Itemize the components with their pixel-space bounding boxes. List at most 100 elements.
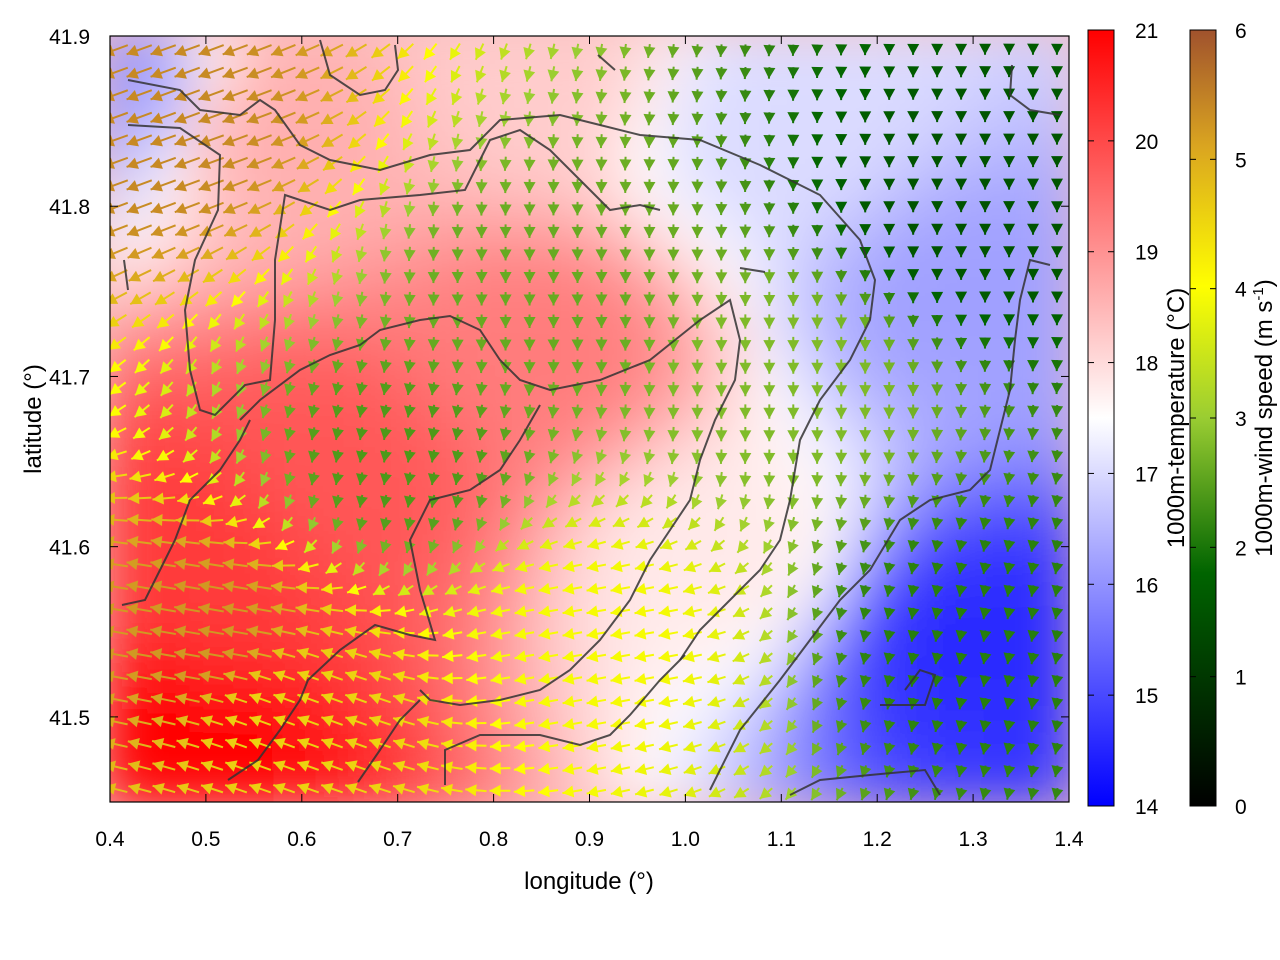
wind-arrow-head xyxy=(835,317,848,329)
wind-arrow-head xyxy=(258,495,270,509)
wind-arrow-head xyxy=(595,204,608,216)
wind-arrow-head xyxy=(707,583,721,595)
wind-arrow-head xyxy=(308,428,320,441)
wind-arrow-head xyxy=(739,452,752,464)
wind-arrow-head xyxy=(907,201,920,213)
wind-arrow-head xyxy=(859,518,872,531)
wind-arrow-head xyxy=(222,112,235,124)
wind-arrow-head xyxy=(475,92,487,105)
wind-arrow-head xyxy=(643,339,656,351)
wind-arrow-head xyxy=(787,607,799,621)
wind-arrow-head xyxy=(955,697,968,710)
wind-arrow-head xyxy=(955,719,968,732)
wind-arrow-head xyxy=(562,560,575,573)
wind-arrow-head xyxy=(571,384,584,396)
wind-arrow-head xyxy=(345,670,358,682)
wind-arrow-head xyxy=(931,268,944,280)
wind-arrow-head xyxy=(356,383,368,396)
wind-arrow-head xyxy=(667,474,679,487)
wind-arrow-head xyxy=(174,112,187,124)
wind-arrow-head xyxy=(586,627,599,640)
wind-arrow-head xyxy=(272,180,285,192)
wind-arrow-head xyxy=(427,137,439,150)
wind-arrow-head xyxy=(499,317,512,329)
wind-arrow-head xyxy=(1027,472,1040,485)
wind-arrow-head xyxy=(1003,201,1016,213)
x-axis: 0.4 0.5 0.6 0.7 0.8 0.9 1.0 1.1 1.2 1.3 1.4 xyxy=(95,36,1084,851)
wind-arrow-head xyxy=(379,383,392,395)
wind-arrow-head xyxy=(524,495,535,509)
wind-arrow-head xyxy=(907,607,920,620)
wind-arrow-head xyxy=(325,562,339,574)
wind-arrow-head xyxy=(205,294,218,306)
wind-arrow-head xyxy=(586,740,599,753)
wind-arrow-head xyxy=(271,135,284,147)
wind-arrow-head xyxy=(304,540,317,553)
wind-arrow-head xyxy=(979,517,992,530)
wind-arrow-head xyxy=(547,249,560,261)
wind-arrow-head xyxy=(110,135,115,147)
wind-arrow-head xyxy=(355,249,368,262)
wind-arrow-head xyxy=(586,763,599,775)
wind-arrow-head xyxy=(198,67,211,79)
wind-arrow-head xyxy=(174,558,187,570)
wind-arrow-shaft xyxy=(110,652,129,658)
wind-arrow-head xyxy=(979,495,992,507)
wind-arrow-head xyxy=(883,652,896,665)
wind-arrow-head xyxy=(787,340,800,352)
wind-arrow-head xyxy=(811,340,824,352)
wind-arrow-head xyxy=(321,715,334,727)
wind-arrow-head xyxy=(174,535,187,548)
wind-arrow-head xyxy=(247,647,260,660)
wind-arrow-head xyxy=(198,670,211,683)
wind-arrow-head xyxy=(547,136,560,149)
wind-arrow-head xyxy=(835,430,848,442)
wind-arrow-head xyxy=(619,249,632,261)
wind-arrow-head xyxy=(426,92,438,105)
wind-arrow-head xyxy=(955,539,968,552)
wind-arrow-head xyxy=(562,762,575,775)
wind-arrow-head xyxy=(151,248,165,260)
wind-arrow-head xyxy=(955,246,968,258)
wind-arrow-head xyxy=(513,785,526,798)
wind-arrow-head xyxy=(835,111,848,123)
wind-arrow-head xyxy=(659,740,672,753)
wind-arrow-head xyxy=(110,693,115,705)
wind-arrow-head xyxy=(515,560,528,573)
wind-arrow-head xyxy=(356,518,368,531)
wind-arrow-shaft xyxy=(110,607,129,613)
wind-arrow-head xyxy=(321,670,334,682)
wind-arrow-head xyxy=(763,180,776,192)
wind-arrow-head xyxy=(684,786,697,798)
wind-arrow-head xyxy=(595,429,608,442)
wind-arrow-head xyxy=(127,225,140,237)
contour-line xyxy=(597,54,616,71)
wind-arrow-head xyxy=(320,68,334,79)
wind-arrow-head xyxy=(715,113,728,125)
wind-arrow-head xyxy=(883,339,896,351)
wind-arrow-head xyxy=(475,249,488,261)
wind-arrow-head xyxy=(1003,652,1016,665)
wind-arrow-head xyxy=(442,627,455,640)
wind-arrow-head xyxy=(1003,428,1016,440)
wind-arrow-head xyxy=(186,406,198,419)
wind-arrow-head xyxy=(427,294,440,306)
wind-arrow-head xyxy=(859,540,872,553)
wind-arrow-head xyxy=(1003,268,1016,280)
wind-arrow-head xyxy=(523,136,536,149)
wind-arrow-head xyxy=(228,271,241,284)
wind-arrow-head xyxy=(321,113,334,124)
wind-arrow-head xyxy=(955,607,968,620)
wind-arrow-head xyxy=(955,674,968,687)
wind-arrow-head xyxy=(787,563,799,576)
wind-arrow-head xyxy=(307,316,320,329)
wind-arrow-head xyxy=(715,317,728,329)
wind-arrow-head xyxy=(547,271,560,283)
wind-arrow-head xyxy=(397,46,410,59)
wind-arrow-head xyxy=(281,518,294,531)
wind-arrow-head xyxy=(499,406,512,418)
wind-arrow-head xyxy=(451,383,464,396)
wind-arrow-head xyxy=(811,156,824,168)
wind-arrow-head xyxy=(610,718,623,730)
wind-arrow-head xyxy=(611,538,624,550)
